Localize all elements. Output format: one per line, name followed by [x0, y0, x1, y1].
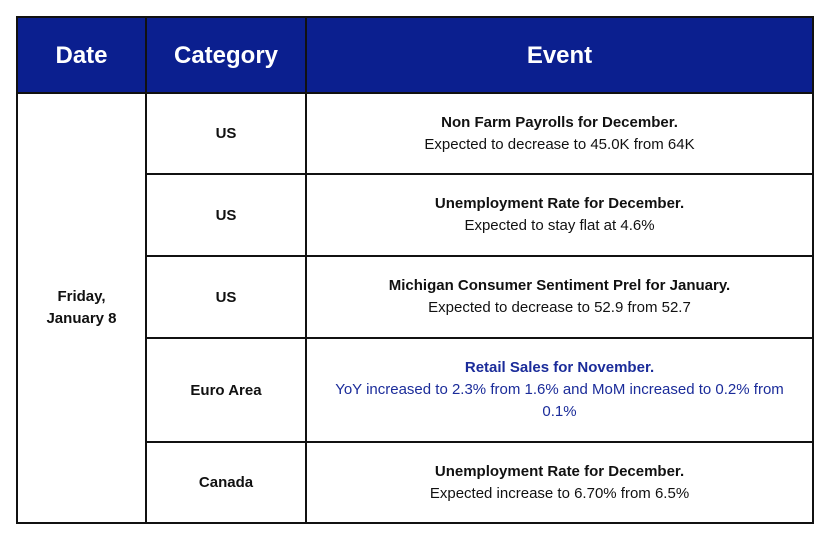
column-divider [305, 18, 307, 522]
row-divider [145, 255, 812, 257]
event-title: Unemployment Rate for December. [434, 195, 685, 212]
header-category-label: Category [173, 42, 279, 69]
event-cell: Unemployment Rate for December. Expected… [307, 175, 812, 255]
date-line-1: Friday, [57, 288, 106, 305]
category-cell: US [147, 257, 305, 337]
event-cell-highlighted: Retail Sales for November. YoY increased… [307, 339, 812, 441]
header-event: Event [307, 18, 812, 94]
date-cell: Friday, January 8 [18, 94, 145, 522]
category-cell: Euro Area [147, 339, 305, 441]
event-description: Expected to decrease to 45.0K from 64K [424, 135, 695, 153]
header-date: Date [18, 18, 145, 94]
column-divider [145, 18, 147, 522]
row-divider [145, 441, 812, 443]
event-cell: Michigan Consumer Sentiment Prel for Jan… [307, 257, 812, 337]
header-divider [18, 92, 812, 94]
category-label: US [215, 206, 237, 224]
event-title: Retail Sales for November. [464, 359, 655, 376]
category-cell: US [147, 175, 305, 255]
event-description: Expected to stay flat at 4.6% [464, 217, 655, 234]
header-category: Category [147, 18, 305, 94]
events-table: Date Category Event Friday, January 8 US… [16, 16, 814, 524]
event-description: Expected increase to 6.70% from 6.5% [429, 484, 690, 502]
event-description: Expected to decrease to 52.9 from 52.7 [428, 299, 691, 316]
event-description-line-2: 0.1% [542, 403, 577, 420]
date-line-2: January 8 [46, 310, 117, 327]
header-event-label: Event [526, 42, 593, 69]
row-divider [145, 337, 812, 339]
category-label: US [215, 125, 237, 142]
event-description-line-1: YoY increased to 2.3% from 1.6% and MoM … [335, 381, 784, 398]
category-cell: US [147, 94, 305, 173]
category-label: Euro Area [190, 381, 262, 399]
event-title: Michigan Consumer Sentiment Prel for Jan… [388, 277, 731, 294]
category-label: Canada [198, 474, 254, 491]
event-title: Non Farm Payrolls for December. [441, 113, 678, 131]
row-divider [145, 173, 812, 175]
category-cell: Canada [147, 443, 305, 522]
event-title: Unemployment Rate for December. [434, 462, 685, 480]
event-cell: Non Farm Payrolls for December. Expected… [307, 94, 812, 173]
header-date-label: Date [55, 42, 108, 69]
category-label: US [215, 288, 237, 306]
event-cell: Unemployment Rate for December. Expected… [307, 443, 812, 522]
